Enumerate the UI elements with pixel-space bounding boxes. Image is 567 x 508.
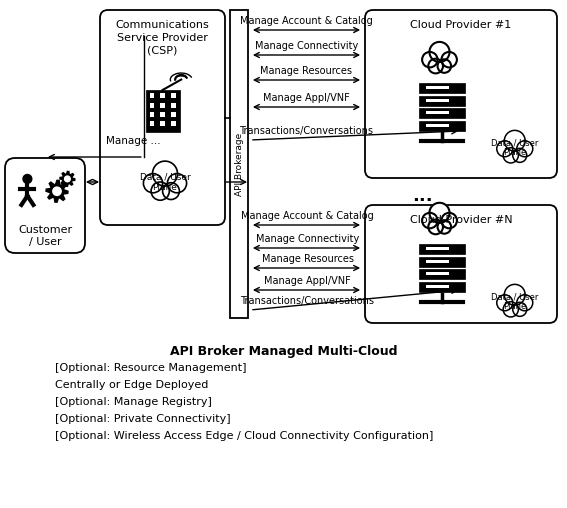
Text: Manage Connectivity: Manage Connectivity xyxy=(255,41,358,51)
FancyBboxPatch shape xyxy=(365,205,557,323)
Text: [Optional: Private Connectivity]: [Optional: Private Connectivity] xyxy=(55,414,231,424)
Circle shape xyxy=(428,59,443,73)
Text: Transactions/Conversations: Transactions/Conversations xyxy=(239,126,374,136)
Circle shape xyxy=(65,176,70,182)
FancyBboxPatch shape xyxy=(5,158,85,253)
Text: Communications
Service Provider
(CSP): Communications Service Provider (CSP) xyxy=(116,20,209,55)
Text: [Optional: Resource Management]: [Optional: Resource Management] xyxy=(55,363,247,373)
Circle shape xyxy=(513,148,527,163)
Bar xyxy=(160,112,165,117)
Circle shape xyxy=(513,302,527,316)
Text: Manage Connectivity: Manage Connectivity xyxy=(256,234,359,244)
Circle shape xyxy=(505,284,525,305)
Bar xyxy=(171,103,176,108)
Bar xyxy=(160,93,165,99)
Text: Manage Resources: Manage Resources xyxy=(260,66,353,76)
Bar xyxy=(426,260,448,263)
Bar xyxy=(419,257,465,267)
Circle shape xyxy=(163,183,179,200)
Bar xyxy=(160,121,165,126)
Bar xyxy=(426,111,448,114)
Text: Cloud Provider #N: Cloud Provider #N xyxy=(410,215,513,225)
Circle shape xyxy=(438,220,451,234)
Bar xyxy=(150,93,154,99)
Text: Customer
/ User: Customer / User xyxy=(18,226,72,247)
Polygon shape xyxy=(46,180,68,202)
Text: Manage ...: Manage ... xyxy=(106,136,161,146)
Circle shape xyxy=(167,174,187,193)
Circle shape xyxy=(429,42,450,62)
Text: Cloud Provider #1: Cloud Provider #1 xyxy=(411,20,511,30)
Bar xyxy=(171,112,176,117)
Circle shape xyxy=(517,141,533,157)
Text: Manage Account & Catalog: Manage Account & Catalog xyxy=(240,16,373,26)
Text: [Optional: Wireless Access Edge / Cloud Connectivity Configuration]: [Optional: Wireless Access Edge / Cloud … xyxy=(55,431,433,441)
Text: API Brokerage: API Brokerage xyxy=(235,133,243,196)
Text: Transactions/Conversations: Transactions/Conversations xyxy=(240,296,374,306)
Bar xyxy=(150,103,154,108)
Bar xyxy=(426,99,448,102)
Circle shape xyxy=(429,203,450,223)
Text: [Optional: Manage Registry]: [Optional: Manage Registry] xyxy=(55,397,212,407)
Circle shape xyxy=(153,161,177,186)
Bar xyxy=(419,96,465,106)
Text: API Broker Managed Multi-Cloud: API Broker Managed Multi-Cloud xyxy=(170,345,397,358)
FancyBboxPatch shape xyxy=(100,10,225,225)
Circle shape xyxy=(442,213,457,228)
Bar xyxy=(419,282,465,292)
Circle shape xyxy=(442,52,457,68)
Circle shape xyxy=(143,174,163,193)
Circle shape xyxy=(505,131,525,151)
Bar xyxy=(419,83,465,93)
Bar xyxy=(171,93,176,99)
Circle shape xyxy=(503,302,518,317)
Text: ...: ... xyxy=(412,187,433,205)
Bar xyxy=(426,285,448,288)
Circle shape xyxy=(422,213,438,228)
Circle shape xyxy=(23,175,32,183)
Text: Data / User
Plane: Data / User Plane xyxy=(491,138,539,157)
Bar xyxy=(419,269,465,279)
Bar xyxy=(230,10,248,318)
Circle shape xyxy=(428,219,443,234)
Circle shape xyxy=(422,52,438,68)
Text: Manage Appl/VNF: Manage Appl/VNF xyxy=(264,276,351,286)
Text: Centrally or Edge Deployed: Centrally or Edge Deployed xyxy=(55,380,209,390)
Circle shape xyxy=(497,141,513,157)
Circle shape xyxy=(53,187,61,196)
Bar xyxy=(426,86,448,89)
Circle shape xyxy=(517,295,533,311)
Text: Manage Appl/VNF: Manage Appl/VNF xyxy=(263,93,350,103)
Bar xyxy=(426,272,448,275)
Bar xyxy=(419,121,465,131)
Bar xyxy=(419,109,465,118)
Circle shape xyxy=(438,59,451,73)
Polygon shape xyxy=(60,171,75,186)
Bar xyxy=(150,112,154,117)
Text: Data / User
Plane: Data / User Plane xyxy=(491,292,539,311)
Circle shape xyxy=(503,148,518,163)
Bar xyxy=(426,124,448,127)
Bar xyxy=(426,247,448,250)
Circle shape xyxy=(497,295,513,311)
Bar xyxy=(160,103,165,108)
Bar xyxy=(146,90,180,132)
Text: Manage Account & Catalog: Manage Account & Catalog xyxy=(241,211,374,221)
Text: Data / User
Plane: Data / User Plane xyxy=(139,172,191,192)
Text: Manage Resources: Manage Resources xyxy=(261,254,353,264)
Bar xyxy=(150,121,154,126)
Bar xyxy=(171,121,176,126)
FancyBboxPatch shape xyxy=(365,10,557,178)
Circle shape xyxy=(151,182,170,200)
Bar xyxy=(419,244,465,255)
